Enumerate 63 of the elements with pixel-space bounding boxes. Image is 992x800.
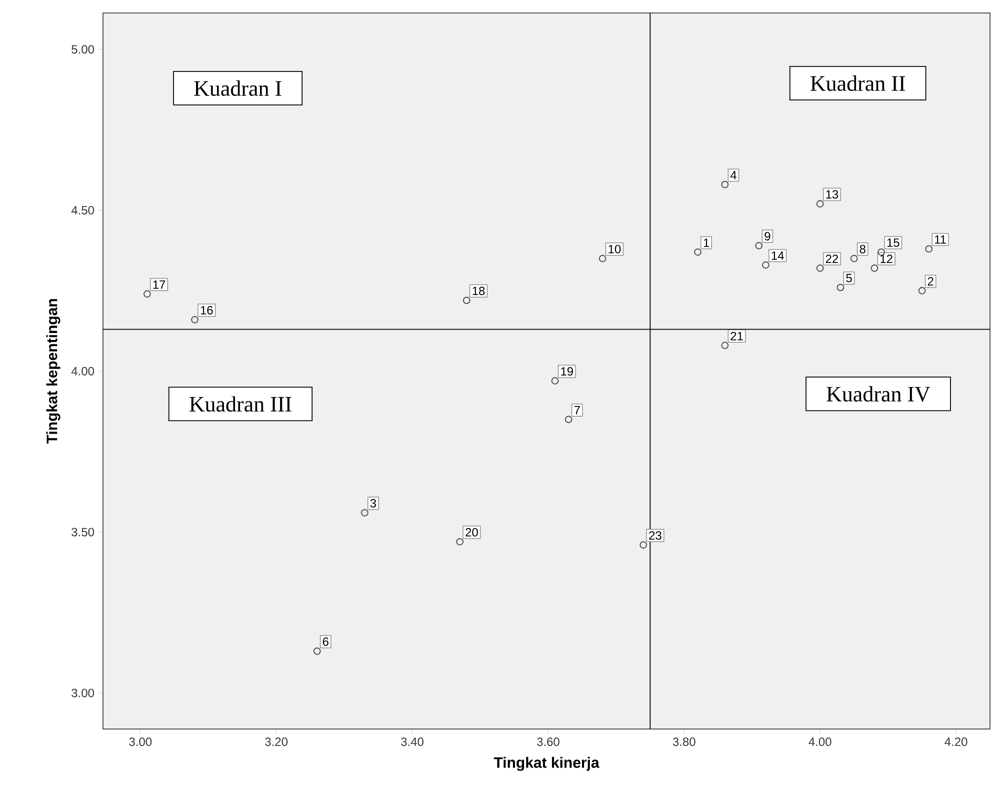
x-tick-label: 3.00: [129, 738, 152, 746]
point: [762, 261, 770, 269]
point: [598, 254, 606, 262]
annotation: 23: [649, 531, 662, 540]
annotation: 2: [928, 277, 934, 286]
annotation: 3: [370, 499, 376, 508]
point: [870, 264, 878, 272]
annotation: Kuadran III: [190, 396, 292, 412]
annotation: 12: [880, 254, 892, 263]
y-tick-label: 4.00: [71, 366, 94, 376]
x-tick-label: 4.20: [944, 738, 968, 746]
y-axis-title: Tingkat kepentingan: [46, 299, 60, 444]
point: [564, 416, 572, 424]
point: [755, 242, 763, 250]
annotation: Kuadran I: [194, 80, 282, 96]
point: [640, 541, 648, 549]
y-tick-label: 3.50: [72, 528, 94, 536]
point: [816, 264, 824, 272]
annotation: 1: [704, 238, 710, 247]
point: [836, 284, 844, 292]
point: [694, 248, 702, 256]
point: [918, 287, 926, 294]
annotation: 9: [764, 232, 770, 240]
y-tick-label: 3.00: [72, 688, 94, 698]
point: [721, 342, 729, 350]
point: [456, 538, 464, 546]
annotation: 22: [826, 254, 838, 263]
point: [551, 377, 559, 384]
annotation: 8: [860, 244, 866, 254]
point: [850, 254, 858, 262]
x-tick-label: 4.00: [808, 738, 832, 746]
annotation: Kuadran II: [810, 75, 905, 91]
annotation: 18: [472, 286, 485, 296]
point: [721, 180, 729, 188]
point: [462, 296, 470, 304]
x-tick-label: 3.80: [672, 738, 696, 746]
annotation: 21: [730, 332, 743, 340]
annotation: 7: [574, 406, 580, 414]
annotation: 20: [466, 528, 478, 537]
annotation: 10: [608, 244, 621, 254]
annotation: 5: [846, 274, 852, 282]
point: [816, 200, 824, 208]
annotation: 13: [826, 190, 838, 199]
point: [144, 290, 151, 298]
y-tick-label: 5.00: [72, 45, 94, 54]
x-tick-label: 3.40: [401, 738, 424, 746]
annotation: 17: [153, 280, 166, 289]
x-tick-label: 3.60: [536, 738, 560, 746]
annotation: Kuadran IV: [826, 386, 930, 402]
point: [191, 316, 198, 324]
annotation: 19: [561, 367, 573, 376]
annotation: 4: [730, 171, 736, 180]
annotation: 16: [200, 306, 213, 314]
annotation: 6: [322, 637, 328, 646]
y-tick-label: 4.50: [71, 206, 94, 215]
point: [925, 245, 932, 253]
annotation: 11: [934, 235, 946, 244]
x-axis-title: Tingkat kinerja: [494, 756, 600, 771]
x-tick-label: 3.20: [265, 738, 288, 746]
annotation: 15: [887, 238, 900, 247]
annotation: 14: [772, 252, 784, 260]
point: [313, 647, 321, 655]
point: [361, 509, 368, 516]
